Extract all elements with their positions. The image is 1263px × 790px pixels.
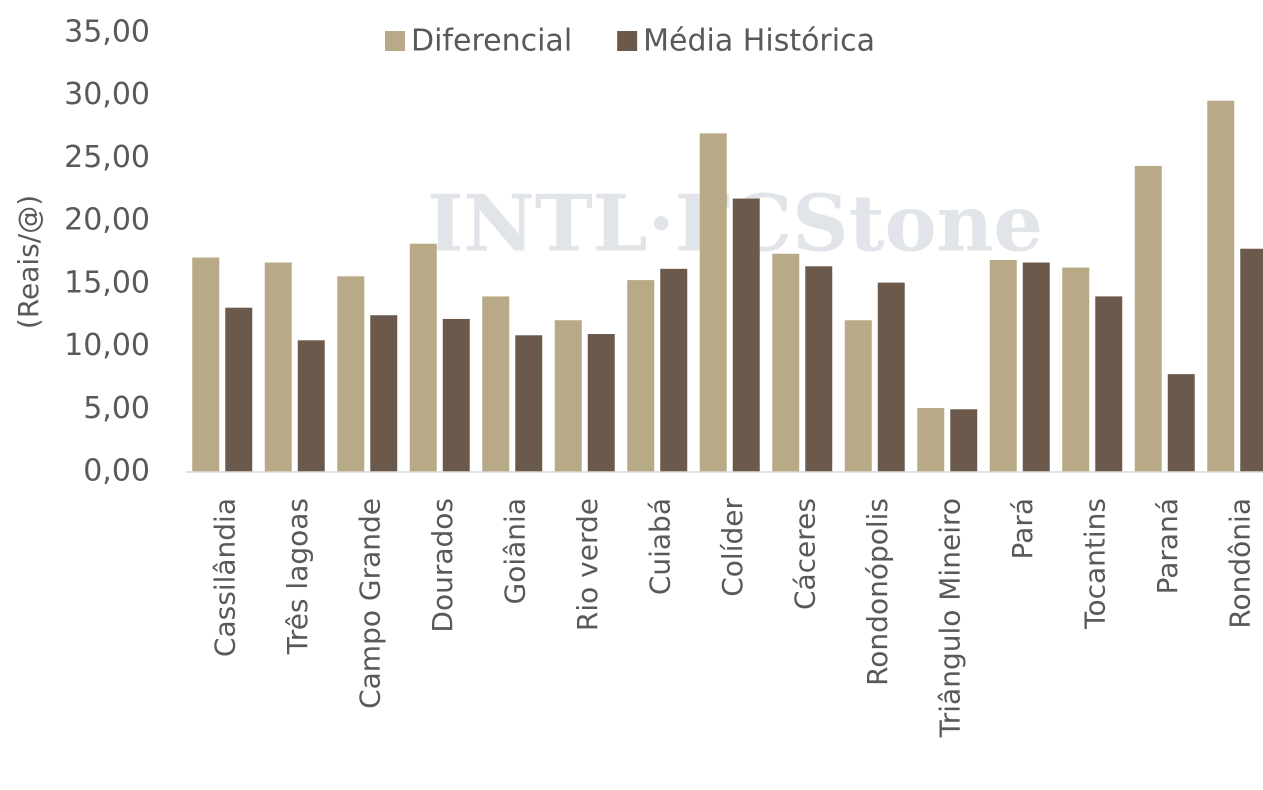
x-tick-label: Três lagoas	[281, 498, 314, 655]
x-tick-label: Campo Grande	[353, 498, 386, 709]
y-tick-label: 0,00	[83, 454, 150, 489]
x-tick-label: Cáceres	[788, 498, 821, 610]
bar	[627, 280, 655, 472]
x-tick-label: Goiânia	[498, 498, 531, 604]
bar	[844, 320, 872, 472]
x-tick-label: Pará	[1006, 498, 1039, 559]
x-tick-label: Colíder	[716, 498, 749, 597]
bar	[805, 266, 833, 472]
bar	[917, 408, 945, 472]
x-tick-label: Cuiabá	[643, 498, 676, 595]
bar	[989, 260, 1017, 472]
bar	[699, 133, 727, 473]
bar	[1095, 296, 1123, 472]
bar	[1167, 374, 1195, 472]
y-tick-label: 20,00	[64, 203, 150, 238]
bar	[192, 257, 220, 472]
y-tick-label: 35,00	[64, 15, 150, 50]
x-tick-label: Rio verde	[571, 498, 604, 631]
bar	[1134, 165, 1162, 472]
legend-swatch	[385, 31, 405, 51]
x-tick-label: Triângulo Mineiro	[933, 498, 966, 738]
legend-label: Diferencial	[411, 24, 572, 59]
x-tick-label: Paraná	[1151, 498, 1184, 594]
bar	[482, 296, 510, 472]
bar	[264, 262, 292, 472]
bar	[515, 335, 543, 472]
bar	[732, 198, 760, 472]
bar	[1022, 262, 1050, 472]
bar	[1062, 267, 1090, 472]
x-tick-label: Rondonópolis	[861, 498, 894, 686]
legend-swatch	[617, 31, 638, 51]
x-tick-label: Rondônia	[1223, 498, 1256, 629]
bar	[950, 409, 978, 472]
bar	[587, 334, 615, 472]
y-tick-label: 15,00	[64, 265, 150, 300]
x-tick-label: Cassilândia	[208, 498, 241, 657]
y-axis-label: (Reais/@)	[12, 195, 45, 329]
y-tick-label: 30,00	[64, 77, 150, 112]
bar	[772, 253, 800, 472]
x-tick-label: Tocantins	[1078, 498, 1111, 630]
legend-label: Média Histórica	[643, 24, 875, 59]
bar	[297, 340, 325, 472]
y-tick-label: 25,00	[64, 140, 150, 175]
bar	[660, 268, 688, 472]
x-tick-label: Dourados	[426, 498, 459, 633]
y-tick-label: 10,00	[64, 328, 150, 363]
y-tick-label: 5,00	[83, 391, 150, 426]
bar	[370, 315, 398, 472]
bar	[225, 307, 253, 472]
bar	[877, 282, 905, 472]
bar	[1207, 100, 1235, 472]
bar	[337, 276, 365, 472]
bar	[554, 320, 582, 472]
bar	[442, 318, 470, 472]
bar	[1240, 248, 1263, 472]
bar	[409, 243, 437, 472]
